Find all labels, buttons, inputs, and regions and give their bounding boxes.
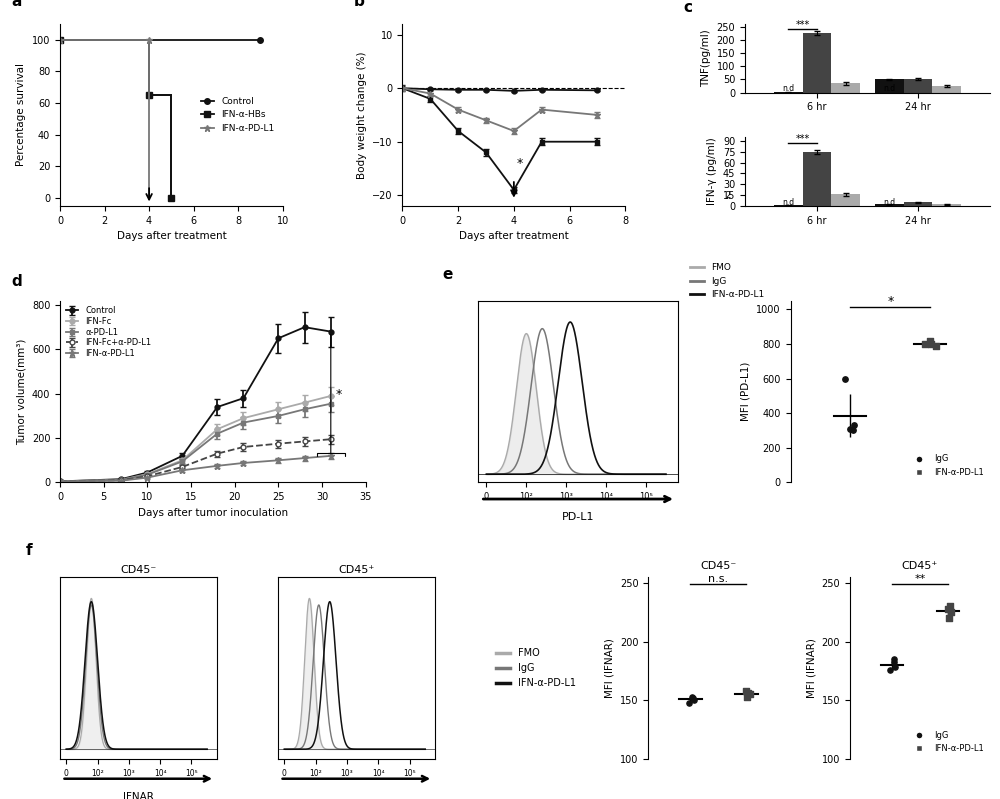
Legend: FMO, IgG, IFN-α-PD-L1: FMO, IgG, IFN-α-PD-L1	[492, 644, 580, 692]
Text: f: f	[26, 543, 32, 559]
Bar	[875, 205, 904, 206]
X-axis label: PD-L1: PD-L1	[562, 512, 594, 523]
Bar	[932, 205, 961, 206]
Point	[922, 335, 938, 348]
Point	[837, 372, 853, 385]
Y-axis label: Body weight change (%): Body weight change (%)	[357, 51, 367, 179]
Text: n.d: n.d	[782, 84, 794, 93]
Legend: FMO, IgG, IFN-α-PD-L1: FMO, IgG, IFN-α-PD-L1	[686, 260, 768, 303]
Bar	[803, 152, 831, 206]
Text: *: *	[887, 295, 893, 308]
X-axis label: Days after treatment: Days after treatment	[459, 231, 569, 241]
Point	[740, 687, 756, 700]
Point	[882, 663, 898, 676]
Point	[842, 423, 858, 435]
Legend: Control, IFN-α-HBs, IFN-α-PD-L1: Control, IFN-α-HBs, IFN-α-PD-L1	[197, 93, 278, 137]
Text: ***: ***	[795, 20, 810, 30]
Text: e: e	[443, 267, 453, 282]
Text: *: *	[517, 157, 523, 169]
Point	[943, 606, 959, 618]
X-axis label: IFNAR: IFNAR	[123, 792, 154, 799]
Y-axis label: Percentage survival: Percentage survival	[16, 63, 26, 166]
Point	[887, 661, 903, 674]
Y-axis label: MFI (IFNAR): MFI (IFNAR)	[806, 638, 816, 698]
Y-axis label: MFI (IFNAR): MFI (IFNAR)	[604, 638, 614, 698]
X-axis label: Days after tumor inoculation: Days after tumor inoculation	[138, 507, 288, 518]
Point	[886, 653, 902, 666]
Bar	[904, 202, 932, 206]
Title: CD45⁺: CD45⁺	[338, 565, 374, 575]
Point	[845, 424, 861, 437]
Bar	[932, 86, 961, 93]
Text: a: a	[11, 0, 21, 9]
Text: c: c	[684, 0, 693, 14]
Text: ***: ***	[795, 134, 810, 144]
Text: **: **	[914, 574, 926, 584]
Title: CD45⁺: CD45⁺	[902, 561, 938, 570]
Bar	[803, 34, 831, 93]
Point	[923, 337, 939, 350]
Text: b: b	[353, 0, 364, 9]
Bar	[875, 79, 904, 93]
Y-axis label: IFN-γ (pg/ml): IFN-γ (pg/ml)	[707, 137, 717, 205]
Title: CD45⁻: CD45⁻	[700, 561, 736, 570]
Legend: IgG, IFN-α-PD-L1: IgG, IFN-α-PD-L1	[909, 453, 986, 479]
X-axis label: Days after treatment: Days after treatment	[117, 231, 226, 241]
Point	[738, 685, 754, 698]
Legend: IgG, IFN-α-PD-L1: IgG, IFN-α-PD-L1	[909, 729, 986, 755]
Text: d: d	[11, 274, 22, 289]
Point	[742, 688, 758, 701]
Legend: Control, IFN-Fc, α-PD-L1, IFN-Fc+α-PD-L1, IFN-α-PD-L1: Control, IFN-Fc, α-PD-L1, IFN-Fc+α-PD-L1…	[64, 304, 153, 360]
Text: *: *	[335, 388, 341, 401]
Y-axis label: Tumor volume(mm³): Tumor volume(mm³)	[16, 338, 26, 445]
Point	[739, 690, 755, 703]
Y-axis label: MFI (PD-L1): MFI (PD-L1)	[741, 362, 751, 421]
Text: n.s.: n.s.	[708, 574, 728, 584]
Point	[686, 694, 702, 707]
Point	[941, 612, 957, 625]
Y-axis label: TNF(pg/ml): TNF(pg/ml)	[701, 30, 711, 87]
Point	[917, 337, 933, 350]
Point	[942, 600, 958, 613]
Point	[886, 655, 902, 668]
Point	[685, 692, 701, 705]
Point	[681, 696, 697, 709]
Bar	[904, 79, 932, 93]
Bar	[831, 83, 860, 93]
Point	[928, 340, 944, 352]
Text: n.d: n.d	[883, 84, 895, 93]
Bar	[831, 194, 860, 206]
Title: CD45⁻: CD45⁻	[120, 565, 156, 575]
Text: 2: 2	[725, 191, 731, 200]
Text: n.d: n.d	[782, 198, 794, 207]
Point	[846, 419, 862, 431]
Point	[940, 602, 956, 615]
Point	[684, 690, 700, 703]
Text: n.d: n.d	[883, 198, 895, 207]
